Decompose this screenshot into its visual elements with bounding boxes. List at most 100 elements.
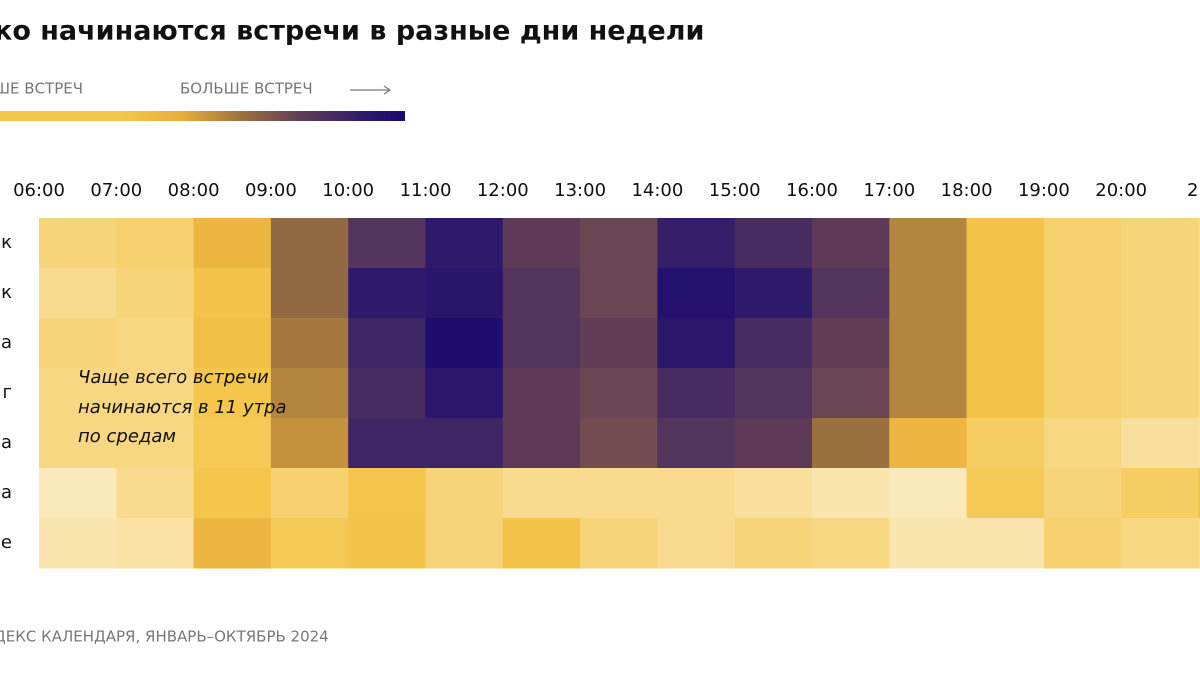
cell <box>193 368 272 419</box>
cell <box>1043 418 1122 469</box>
cell <box>193 318 272 369</box>
cell <box>116 468 195 519</box>
y-tick-label: а <box>1 482 12 503</box>
cell <box>812 518 890 569</box>
cell <box>812 418 890 469</box>
cell <box>1043 218 1122 269</box>
cell <box>425 268 504 319</box>
cell <box>1198 418 1200 469</box>
x-tick-label: 07:00 <box>90 180 142 201</box>
cell <box>966 468 1045 519</box>
cell <box>116 368 195 419</box>
cell <box>657 468 736 519</box>
cell <box>270 218 349 269</box>
cell <box>966 368 1045 419</box>
legend-low: ШЕ ВСТРЕЧ <box>0 80 83 98</box>
annotation: Чаще всего встречи <box>78 367 269 388</box>
cell <box>657 218 736 269</box>
cell <box>734 518 813 569</box>
cell <box>580 468 658 519</box>
cell <box>193 218 272 269</box>
cell <box>116 318 195 369</box>
x-tick-label: 18:00 <box>941 180 993 201</box>
cell <box>889 268 968 319</box>
cell <box>425 368 504 419</box>
cell <box>116 418 195 469</box>
cell <box>425 218 504 269</box>
y-tick-label: к <box>1 282 12 303</box>
cell <box>502 418 581 469</box>
cell <box>39 368 117 419</box>
cell <box>193 468 272 519</box>
cell <box>812 468 890 519</box>
x-tick-label: 13:00 <box>554 180 606 201</box>
cell <box>966 318 1045 369</box>
cell <box>966 518 1045 569</box>
cell <box>270 368 349 419</box>
cell <box>39 518 117 569</box>
cell <box>889 418 968 469</box>
cell <box>425 418 504 469</box>
cell <box>580 318 658 369</box>
cell <box>1198 218 1200 269</box>
x-tick-label: 09:00 <box>245 180 297 201</box>
cell <box>812 368 890 419</box>
legend-high: БОЛЬШЕ ВСТРЕЧ <box>180 80 313 98</box>
cell <box>1198 468 1200 519</box>
y-tick-label: г <box>3 382 12 403</box>
cell <box>39 268 117 319</box>
cell <box>425 318 504 369</box>
cell <box>502 318 581 369</box>
cell <box>580 268 658 319</box>
cell <box>116 218 195 269</box>
cell <box>39 468 117 519</box>
cell <box>502 518 581 569</box>
cell <box>1198 368 1200 419</box>
x-tick-label: 21 <box>1187 180 1200 201</box>
chart-title: ко начинаются встречи в разные дни недел… <box>0 16 704 47</box>
cell <box>1121 218 1199 269</box>
cell <box>502 268 581 319</box>
y-tick-label: е <box>1 532 12 553</box>
cell <box>39 318 117 369</box>
cell <box>889 518 968 569</box>
cell <box>1043 318 1122 369</box>
cell <box>889 468 968 519</box>
cell <box>270 418 349 469</box>
source: ДЕКС КАЛЕНДАРЯ, ЯНВАРЬ–ОКТЯБРЬ 2024 <box>0 628 329 646</box>
cell <box>1198 518 1200 569</box>
annotation: по средам <box>78 426 176 447</box>
cell <box>348 268 426 319</box>
cell <box>270 468 349 519</box>
cell <box>734 268 813 319</box>
cell <box>734 318 813 369</box>
cell <box>1121 318 1199 369</box>
cell <box>193 518 272 569</box>
cell <box>348 518 426 569</box>
cell <box>734 468 813 519</box>
cell <box>657 318 736 369</box>
cell <box>270 518 349 569</box>
cell <box>1043 468 1122 519</box>
cell <box>425 518 504 569</box>
cell <box>1043 518 1122 569</box>
cell <box>889 218 968 269</box>
x-tick-label: 11:00 <box>400 180 452 201</box>
cell <box>657 518 736 569</box>
cell <box>1043 368 1122 419</box>
cell <box>1198 318 1200 369</box>
cell <box>580 518 658 569</box>
cell <box>657 268 736 319</box>
x-tick-label: 08:00 <box>168 180 220 201</box>
x-tick-label: 15:00 <box>709 180 761 201</box>
legend-arrow-head <box>383 85 392 95</box>
x-tick-label: 20:00 <box>1095 180 1147 201</box>
cell <box>116 268 195 319</box>
y-tick-label: к <box>1 232 12 253</box>
cell <box>193 268 272 319</box>
cell <box>812 218 890 269</box>
x-tick-label: 17:00 <box>863 180 915 201</box>
cell <box>966 268 1045 319</box>
cell <box>348 318 426 369</box>
cell <box>966 418 1045 469</box>
